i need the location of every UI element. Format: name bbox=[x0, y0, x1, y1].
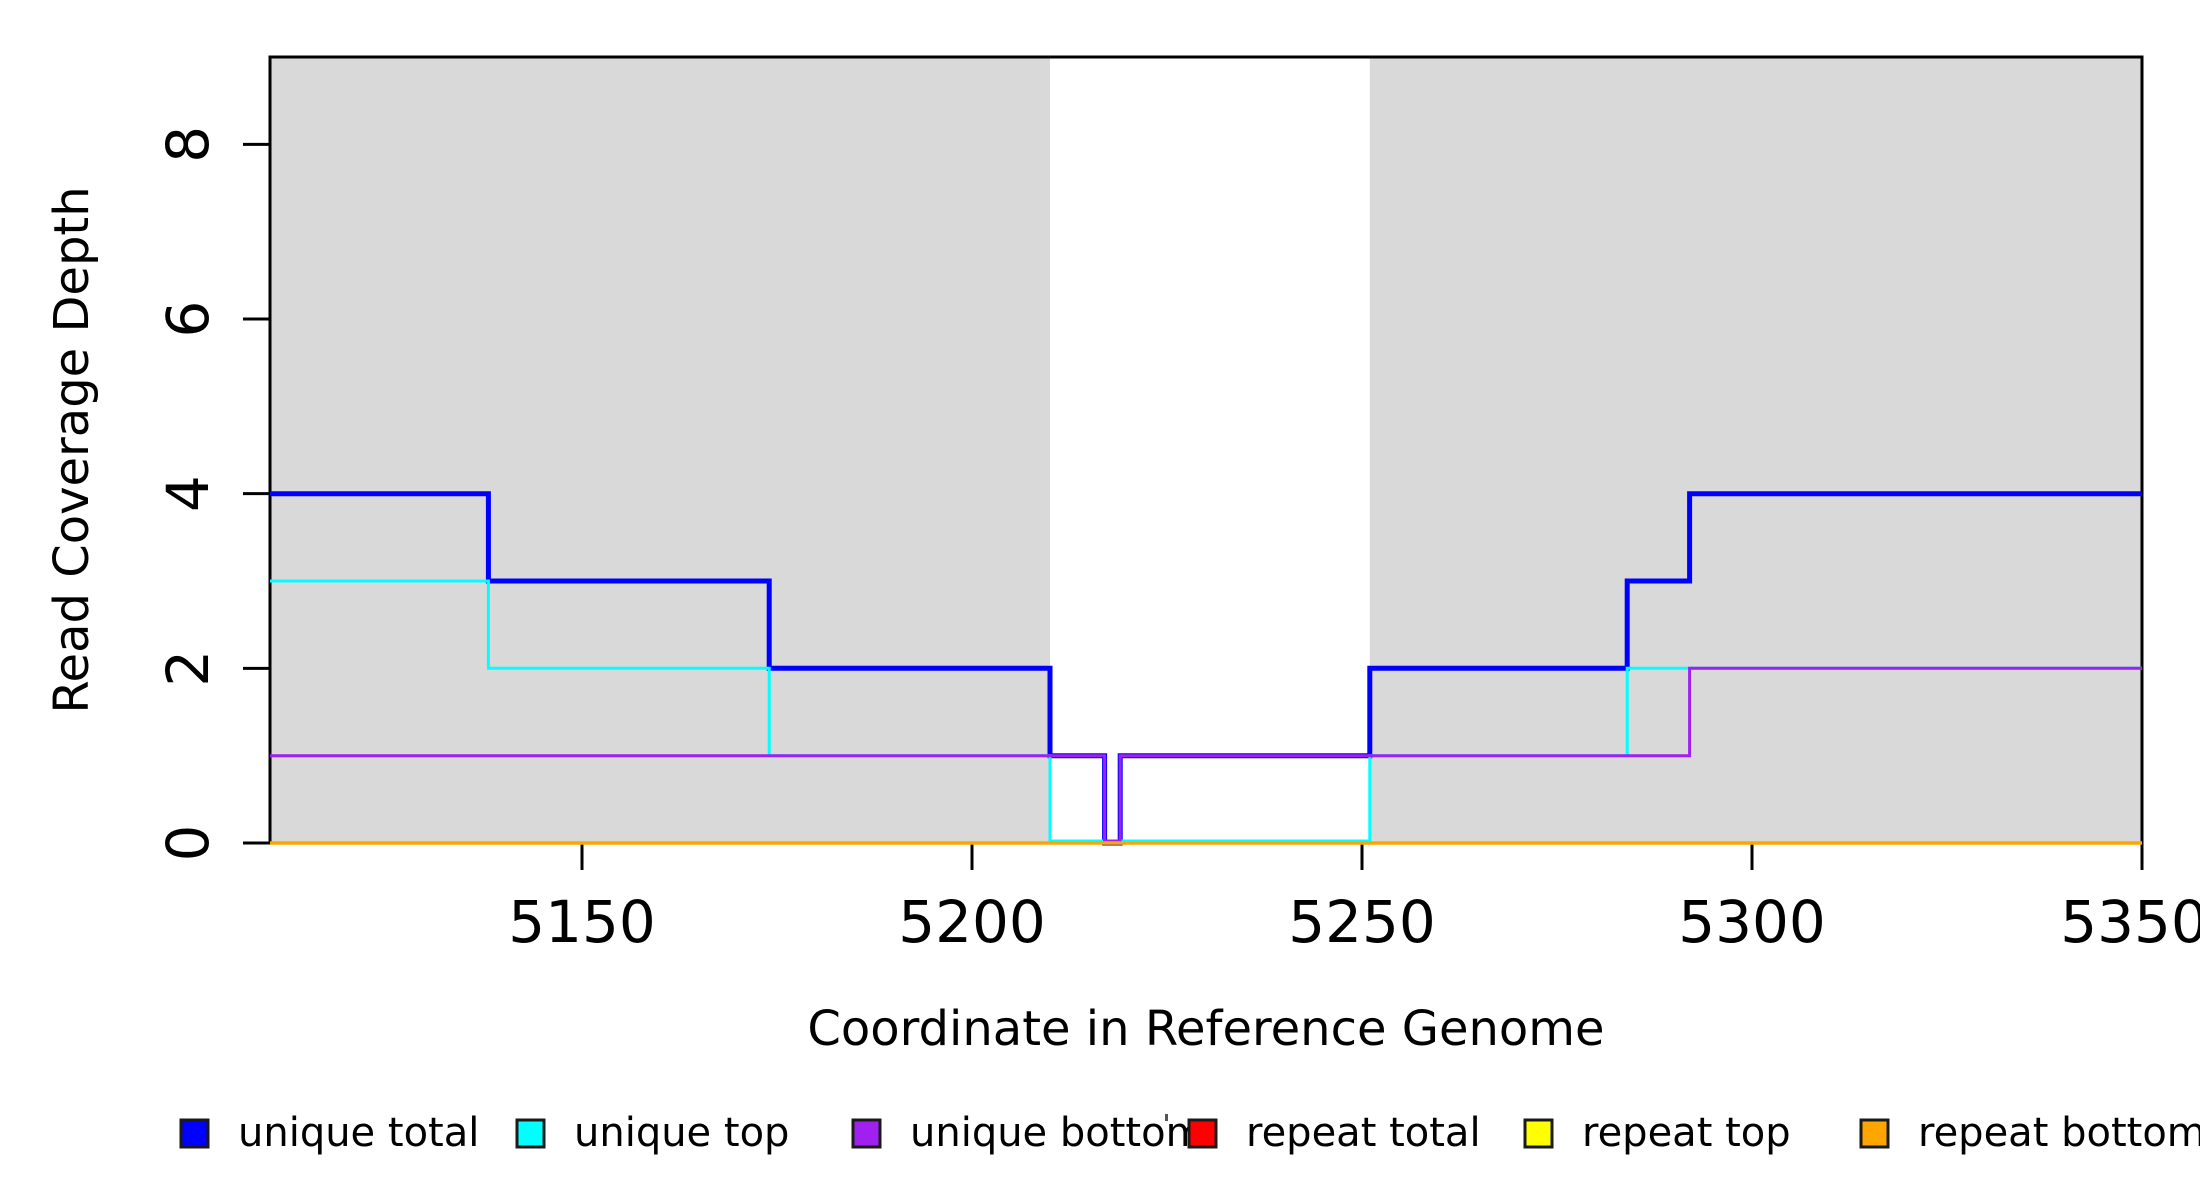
x-tick-label: 5300 bbox=[1678, 888, 1826, 956]
x-tick-label: 5150 bbox=[508, 888, 656, 956]
y-tick-label: 4 bbox=[154, 475, 222, 512]
legend-swatch-repeat-total bbox=[1187, 1118, 1218, 1149]
legend-label-repeat-top: repeat top bbox=[1582, 1110, 1791, 1156]
stray-mark bbox=[1165, 1114, 1168, 1121]
y-tick-label: 0 bbox=[154, 825, 222, 862]
legend-label-repeat-total: repeat total bbox=[1246, 1110, 1481, 1156]
y-tick-label: 2 bbox=[154, 650, 222, 687]
shaded-region-0 bbox=[270, 57, 1050, 843]
series-unique-top bbox=[270, 579, 2142, 843]
legend-label-unique-top: unique top bbox=[574, 1110, 789, 1156]
y-axis-title: Read Coverage Depth bbox=[44, 186, 100, 713]
y-tick-label: 8 bbox=[154, 126, 222, 163]
legend-label-repeat-bottom: repeat bottom bbox=[1918, 1110, 2200, 1156]
series-unique-bottom bbox=[270, 666, 2142, 843]
y-tick-label: 6 bbox=[154, 301, 222, 338]
legend-label-unique-total: unique total bbox=[238, 1110, 479, 1156]
legend-swatch-repeat-top bbox=[1523, 1118, 1554, 1149]
legend-swatch-unique-bottom bbox=[851, 1118, 882, 1149]
legend-swatch-repeat-bottom bbox=[1859, 1118, 1890, 1149]
shaded-region-1 bbox=[1369, 57, 2142, 843]
legend-label-unique-bottom: unique bottom bbox=[910, 1110, 1205, 1156]
x-axis-title: Coordinate in Reference Genome bbox=[807, 1001, 1604, 1057]
x-tick-label: 5200 bbox=[898, 888, 1046, 956]
legend-swatch-unique-total bbox=[179, 1118, 210, 1149]
x-tick-label: 5350 bbox=[2060, 888, 2200, 956]
legend-swatch-unique-top bbox=[515, 1118, 546, 1149]
x-tick-label: 5250 bbox=[1288, 888, 1436, 956]
